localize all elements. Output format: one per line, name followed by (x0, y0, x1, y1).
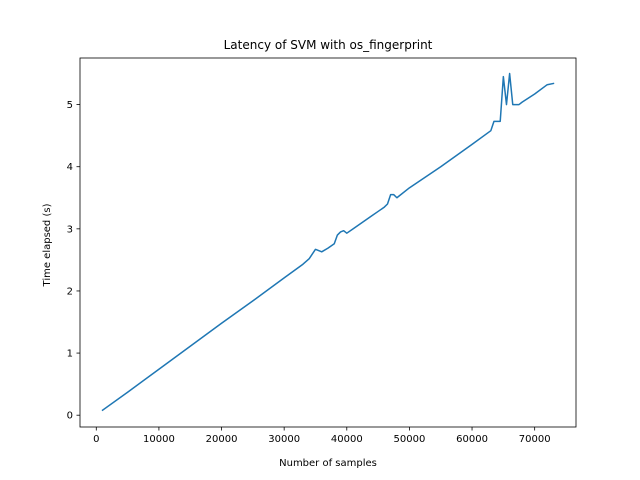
y-tick-label: 0 (67, 411, 73, 422)
y-tick-label: 2 (67, 286, 73, 297)
axes-frame (79, 57, 577, 428)
series-line-0 (101, 72, 555, 412)
y-tick-label: 1 (67, 349, 73, 360)
x-tick-label: 70000 (519, 434, 551, 445)
y-tick-label: 5 (67, 100, 73, 111)
x-tick-label: 10000 (143, 434, 175, 445)
chart-title: Latency of SVM with os_fingerprint (224, 38, 433, 52)
y-axis-label: Time elapsed (s) (42, 203, 53, 287)
y-tick-label: 3 (67, 224, 73, 235)
y-tick-label: 4 (67, 162, 73, 173)
x-axis-label: Number of samples (279, 458, 377, 469)
x-tick-label: 30000 (268, 434, 300, 445)
x-tick-label: 60000 (456, 434, 488, 445)
x-tick-label: 40000 (331, 434, 363, 445)
x-tick-label: 20000 (206, 434, 238, 445)
plot-area: 0 10000 20000 30000 40000 50000 60000 70000 0 1 2 3… (67, 57, 577, 445)
x-tick-label: 0 (93, 434, 99, 445)
x-tick-label: 50000 (394, 434, 426, 445)
